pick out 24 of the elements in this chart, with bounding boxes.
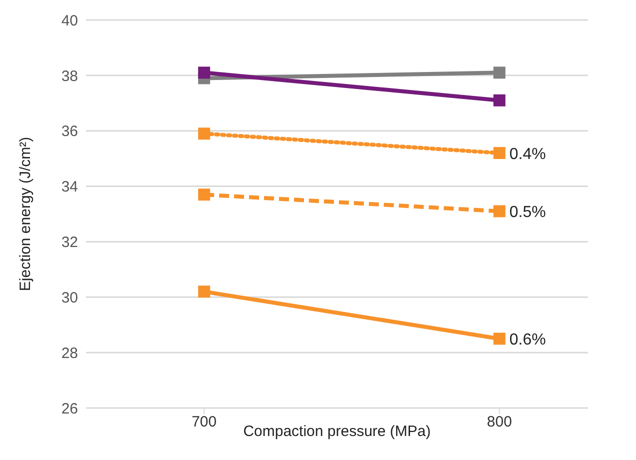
series-label: 0.4% xyxy=(509,146,546,164)
y-tick-label: 30 xyxy=(61,289,78,306)
series-label: 0.5% xyxy=(509,204,546,222)
point xyxy=(493,205,506,218)
y-tick-label: 36 xyxy=(61,123,78,140)
y-tick-label: 40 xyxy=(61,12,78,30)
point xyxy=(493,66,506,79)
point xyxy=(198,188,210,201)
x-axis-title: Compaction pressure (MPa) xyxy=(243,423,431,440)
point xyxy=(198,128,210,140)
y-tick-label: 26 xyxy=(61,400,78,418)
point xyxy=(493,94,506,106)
point xyxy=(198,286,210,298)
x-tick-label: 800 xyxy=(486,414,512,431)
y-tick-label: 28 xyxy=(61,344,78,362)
series-label: 0.6% xyxy=(509,332,546,349)
y-tick-label: 32 xyxy=(61,234,78,252)
point xyxy=(198,66,210,79)
y-tick-label: 34 xyxy=(61,178,78,196)
point xyxy=(493,332,506,345)
point xyxy=(493,147,506,160)
x-tick-label: 700 xyxy=(192,414,217,431)
y-tick-label: 38 xyxy=(61,68,78,85)
y-axis-title: Ejection energy (J/cm²) xyxy=(17,136,34,292)
